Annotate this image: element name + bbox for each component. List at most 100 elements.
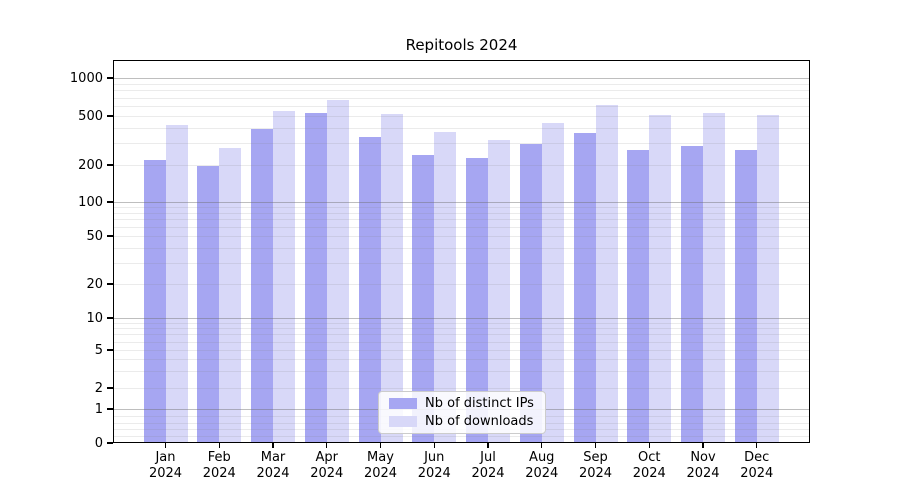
y-tick-label: 0 xyxy=(94,435,103,451)
gridline-minor xyxy=(113,116,810,117)
legend-label-downloads: Nb of downloads xyxy=(425,414,534,429)
gridline-minor xyxy=(113,284,810,285)
x-tick-mark xyxy=(702,443,704,448)
gridline-minor xyxy=(113,127,810,129)
y-tick-label: 50 xyxy=(86,228,103,244)
bar-downloads xyxy=(434,131,457,443)
legend-label-distinct-ips: Nb of distinct IPs xyxy=(425,396,534,411)
x-tick-mark xyxy=(756,443,758,448)
x-tick-label: Feb 2024 xyxy=(202,450,236,481)
gridline-major xyxy=(113,78,810,79)
bar-distinct-ips xyxy=(627,149,650,443)
gridline-major xyxy=(113,318,810,319)
x-tick-mark xyxy=(218,443,220,448)
legend-entry-downloads: Nb of downloads xyxy=(379,414,545,429)
gridline-minor xyxy=(113,219,810,221)
x-tick-mark xyxy=(487,443,489,448)
y-tick-mark xyxy=(107,387,113,389)
bar-distinct-ips xyxy=(358,137,381,443)
y-tick-mark xyxy=(107,442,113,444)
bar-distinct-ips xyxy=(573,133,596,443)
x-tick-label: Sep 2024 xyxy=(578,450,613,481)
y-tick-mark xyxy=(107,201,113,203)
gridline-minor xyxy=(113,97,810,99)
x-tick-mark xyxy=(594,443,597,448)
x-tick-mark xyxy=(272,443,274,448)
x-tick-label: Jun 2024 xyxy=(417,450,451,481)
gridline-minor xyxy=(113,334,810,336)
x-tick-label: Dec 2024 xyxy=(740,450,774,481)
x-tick-label: Mar 2024 xyxy=(256,450,290,481)
bar-distinct-ips xyxy=(734,149,757,443)
y-tick-mark xyxy=(107,115,113,117)
x-tick-label: Nov 2024 xyxy=(686,450,720,481)
bar-downloads xyxy=(703,112,725,443)
x-tick-label: Aug 2024 xyxy=(525,450,559,481)
gridline-minor xyxy=(113,341,810,343)
legend-swatch-distinct-ips xyxy=(389,398,417,409)
gridline-minor xyxy=(113,90,810,92)
y-tick-label: 20 xyxy=(86,276,103,292)
bar-downloads xyxy=(380,114,403,443)
gridline-minor xyxy=(113,350,810,351)
y-tick-label: 200 xyxy=(78,157,103,173)
bar-downloads xyxy=(541,123,564,443)
bar-distinct-ips xyxy=(466,157,488,443)
y-tick-mark xyxy=(107,349,113,351)
bar-distinct-ips xyxy=(412,155,435,443)
x-tick-mark xyxy=(164,443,167,448)
y-tick-mark xyxy=(107,317,113,319)
y-tick-mark xyxy=(107,408,113,410)
gridline-minor xyxy=(113,262,810,264)
gridline-minor xyxy=(113,388,810,389)
gridline-minor xyxy=(113,165,810,166)
gridline-minor xyxy=(113,436,810,438)
x-tick-label: May 2024 xyxy=(363,450,398,481)
bar-distinct-ips xyxy=(519,144,542,443)
gridline-minor xyxy=(113,247,810,249)
gridline-minor xyxy=(113,236,810,237)
y-tick-label: 5 xyxy=(94,342,103,358)
x-tick-mark xyxy=(648,443,650,448)
y-tick-label: 100 xyxy=(78,194,103,210)
bar-downloads xyxy=(649,115,672,443)
gridline-minor xyxy=(113,359,810,361)
x-tick-label: Oct 2024 xyxy=(632,450,666,481)
bar-downloads xyxy=(488,139,510,443)
bar-distinct-ips xyxy=(304,112,327,443)
gridline-minor xyxy=(113,371,810,373)
y-tick-label: 1 xyxy=(94,401,103,417)
gridline-minor xyxy=(113,212,810,214)
bar-downloads xyxy=(326,100,349,443)
x-tick-mark xyxy=(379,443,382,448)
x-tick-label: Apr 2024 xyxy=(310,450,344,481)
bar-distinct-ips xyxy=(143,160,166,443)
gridline-minor xyxy=(113,106,810,107)
x-tick-mark xyxy=(541,443,543,448)
bar-downloads xyxy=(273,111,295,443)
y-tick-mark xyxy=(107,283,113,285)
y-tick-label: 1000 xyxy=(69,70,103,86)
gridline-major xyxy=(113,202,810,203)
gridline-minor xyxy=(113,227,810,229)
legend: Nb of distinct IPs Nb of downloads xyxy=(378,391,546,434)
bar-downloads xyxy=(756,115,779,443)
y-tick-mark xyxy=(107,164,113,166)
y-tick-mark xyxy=(107,77,113,79)
y-tick-mark xyxy=(107,235,113,237)
bar-downloads xyxy=(165,124,188,443)
y-tick-label: 500 xyxy=(78,108,103,124)
bar-distinct-ips xyxy=(681,146,703,443)
bar-distinct-ips xyxy=(251,129,273,443)
gridline-minor xyxy=(113,328,810,330)
bar-downloads xyxy=(219,147,242,443)
gridline-minor xyxy=(113,143,810,145)
gridline-minor xyxy=(113,322,810,324)
legend-entry-distinct-ips: Nb of distinct IPs xyxy=(379,396,545,411)
chart-title: Repitools 2024 xyxy=(405,36,518,54)
y-tick-label: 10 xyxy=(86,310,103,326)
gridline-minor xyxy=(113,83,810,85)
x-tick-label: Jan 2024 xyxy=(148,450,183,481)
bar-distinct-ips xyxy=(197,166,220,443)
